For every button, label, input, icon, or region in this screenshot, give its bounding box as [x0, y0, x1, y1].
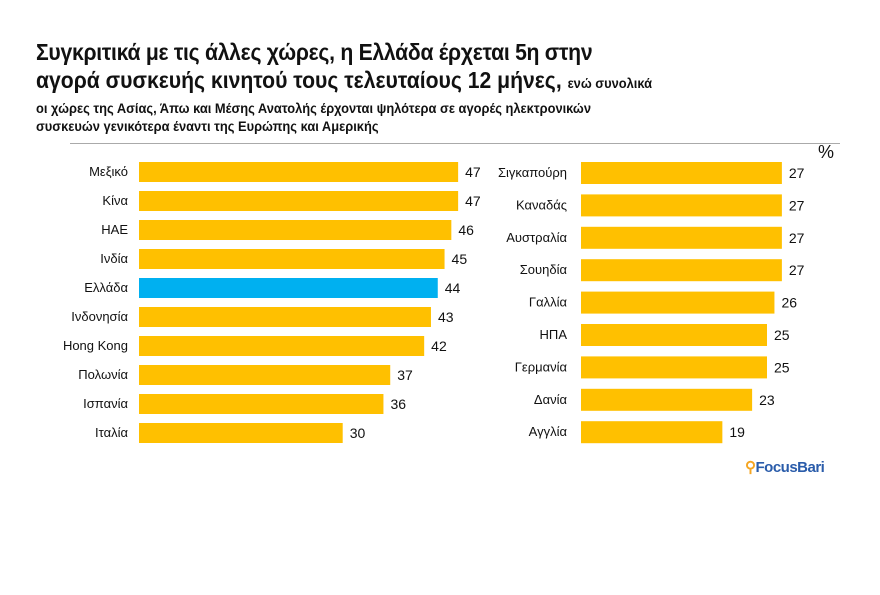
value-label: 25: [774, 359, 790, 375]
bar: [581, 162, 782, 184]
category-label: Ελλάδα: [84, 280, 128, 295]
category-label: Αυστραλία: [506, 230, 567, 245]
bar: [139, 220, 452, 240]
category-label: Πολωνία: [78, 367, 128, 382]
category-label: Αγγλία: [529, 424, 568, 439]
category-label: ΗΑΕ: [101, 222, 128, 237]
bar: [581, 226, 782, 249]
category-label: Ινδονησία: [71, 309, 128, 324]
value-label: 27: [789, 230, 805, 246]
bar: [581, 324, 767, 346]
category-label: ΗΠΑ: [540, 327, 568, 342]
category-label: Ινδία: [100, 251, 128, 266]
category-label: Μεξικό: [89, 164, 128, 179]
subtitle-line1: οι χώρες της Ασίας, Άπω και Μέσης Ανατολ…: [36, 100, 591, 116]
value-label: 45: [452, 251, 468, 267]
category-label: Καναδάς: [516, 197, 567, 212]
chart-title: Συγκριτικά με τις άλλες χώρες, η Ελλάδα …: [36, 39, 593, 65]
bar: [139, 307, 431, 327]
value-label: 27: [789, 262, 805, 278]
bar: [581, 194, 782, 217]
value-label: 37: [397, 367, 413, 383]
category-label: Κίνα: [102, 193, 128, 208]
bar: [581, 421, 723, 444]
bar: [139, 365, 391, 385]
value-label: 30: [350, 425, 366, 441]
category-label: Δανία: [534, 392, 568, 407]
value-label: 26: [781, 295, 797, 311]
bar: [139, 394, 384, 414]
category-label: Σιγκαπούρη: [498, 165, 567, 180]
bar: [139, 336, 425, 356]
bar: [581, 356, 767, 379]
value-label: 27: [789, 197, 805, 213]
subtitle-line2: συσκευών γενικότερα έναντι της Ευρώπης κ…: [36, 118, 379, 134]
bar: [139, 191, 459, 211]
category-label: Γαλλία: [529, 295, 568, 310]
value-label: 19: [729, 424, 745, 440]
value-label: 42: [431, 338, 447, 354]
bar: [581, 291, 775, 314]
category-label: Σουηδία: [520, 262, 568, 277]
chart-title-line2: αγορά συσκευής κινητού τους τελευταίους …: [36, 66, 652, 97]
bar: [139, 162, 459, 182]
bar: [581, 259, 782, 282]
bar: [139, 423, 343, 443]
title-line2: αγορά συσκευής κινητού τους τελευταίους …: [36, 67, 562, 93]
title-line2-small: ενώ συνολικά: [567, 75, 653, 91]
bar: [581, 388, 753, 411]
unit-label: %: [818, 142, 835, 162]
value-label: 43: [438, 309, 454, 325]
value-label: 23: [759, 392, 775, 408]
value-label: 27: [789, 165, 805, 181]
category-label: Ισπανία: [83, 396, 128, 411]
category-label: Hong Kong: [63, 338, 128, 353]
subtitle: οι χώρες της Ασίας, Άπω και Μέσης Ανατολ…: [36, 99, 591, 135]
value-label: 44: [445, 280, 461, 296]
bar: [139, 249, 445, 269]
value-label: 25: [774, 327, 790, 343]
bar: [139, 278, 438, 298]
value-label: 46: [458, 222, 474, 238]
focusbari-logo: ⚲FocusBari: [745, 459, 825, 476]
divider: [70, 143, 840, 144]
value-label: 47: [465, 193, 481, 209]
category-label: Ιταλία: [95, 425, 128, 440]
value-label: 47: [465, 164, 481, 180]
category-label: Γερμανία: [515, 359, 568, 374]
value-label: 36: [390, 396, 406, 412]
